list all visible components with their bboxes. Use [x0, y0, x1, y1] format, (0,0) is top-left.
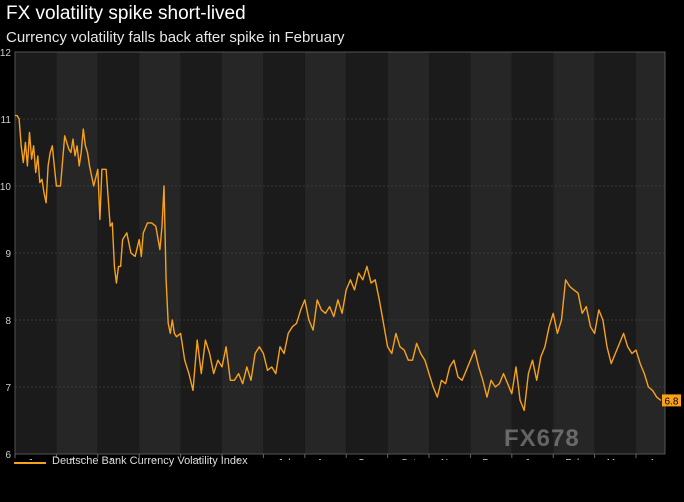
x-tick-label: Mar	[607, 458, 625, 460]
y-tick-label: 9	[5, 249, 11, 260]
x-tick-label: Apr	[649, 458, 665, 460]
plot-frame	[14, 51, 666, 455]
y-tick-label: 6	[5, 450, 11, 460]
x-tick-label: Jan	[524, 458, 540, 460]
x-tick-label: May	[192, 458, 211, 460]
series-line-volatility-index	[15, 114, 662, 412]
legend: Deutsche Bank Currency Volatility Index	[0, 452, 684, 502]
x-tick-label: Oct	[401, 458, 417, 460]
x-tick-label: Nov	[441, 458, 459, 460]
watermark-logo: FX678	[504, 425, 580, 452]
y-tick-label: 7	[5, 383, 11, 394]
last-value-badge	[662, 394, 681, 407]
x-tick-label: Mar	[110, 458, 128, 460]
y-tick-label: 12	[0, 48, 11, 59]
volatility-line-chart: 6 7 8 9 10 11 12 Jan Feb Mar Apr May Jun Jul Aug Sep Oc…	[0, 48, 681, 460]
legend-label: Deutsche Bank Currency Volatility Index	[52, 455, 248, 467]
x-tick-label: Jan	[28, 458, 44, 460]
x-tick-label: Aug	[317, 458, 335, 460]
y-tick-label: 11	[1, 115, 12, 126]
chart-title: FX volatility spike short-lived	[6, 3, 246, 24]
y-tick-label: 10	[0, 182, 11, 193]
x-tick-label: Apr	[152, 458, 168, 460]
x-tick-label: Dec	[482, 458, 500, 460]
legend-swatch	[14, 462, 46, 464]
x-tick-label: Jun	[235, 458, 251, 460]
y-tick-label: 8	[5, 316, 11, 327]
last-value-label: 6.8	[665, 396, 679, 407]
x-tick-label: Jul	[278, 458, 291, 460]
chart-subtitle: Currency volatility falls back after spi…	[6, 29, 345, 46]
x-tick-label: Feb	[565, 458, 583, 460]
x-tick-label: Feb	[68, 458, 86, 460]
x-tick-label: Sep	[358, 458, 376, 460]
